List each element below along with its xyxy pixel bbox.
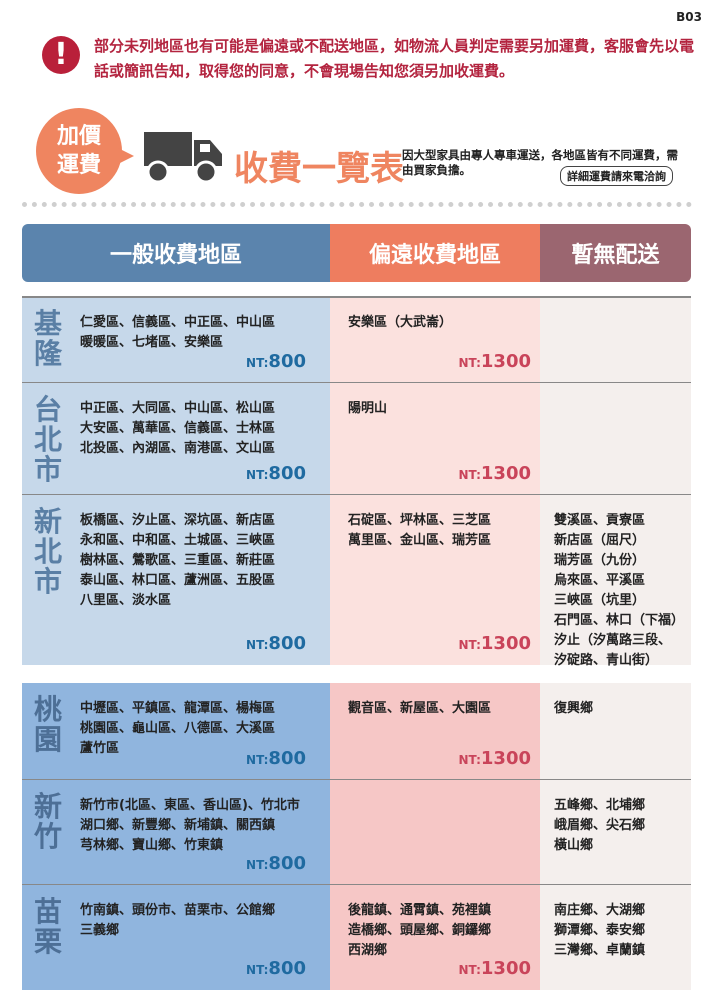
price-prefix: NT: xyxy=(246,963,269,977)
region-label: 桃園 xyxy=(33,693,62,756)
general-cell-bg xyxy=(22,383,330,495)
contact-note: 詳細運費請來電洽詢 xyxy=(560,166,673,186)
badge-line-1: 加價 xyxy=(56,124,101,149)
price-prefix: NT: xyxy=(458,753,481,767)
price-value: 800 xyxy=(268,463,306,484)
section-divider xyxy=(22,296,691,298)
no-delivery-cell-bg xyxy=(540,495,691,665)
general-price: NT:800 xyxy=(246,748,306,769)
remote-price: NT:1300 xyxy=(459,633,531,654)
remote-price: NT:1300 xyxy=(459,351,531,372)
remote-cell-bg xyxy=(330,383,540,495)
remote-areas: 觀音區、新屋區、大園區 xyxy=(348,701,492,716)
region-label: 新北市 xyxy=(33,505,62,598)
general-areas: 竹南鎮、頭份市、苗栗市、公館鄉 三義鄉 xyxy=(80,903,276,938)
price-value: 1300 xyxy=(480,958,531,979)
page-code: B03 xyxy=(676,10,702,24)
general-areas: 中壢區、平鎮區、龍潭區、楊梅區 桃園區、龜山區、八德區、大溪區 蘆竹區 xyxy=(80,701,276,756)
none-areas: 五峰鄉、北埔鄉 峨眉鄉、尖石鄉 橫山鄉 xyxy=(554,798,646,853)
notice-text: 部分未列地區也有可能是偏遠或不配送地區，如物流人員判定需要另加運費，客服會先以電… xyxy=(94,37,695,80)
general-price: NT:800 xyxy=(246,463,306,484)
none-areas: 雙溪區、貢寮區 新店區（屈尺） 瑞芳區（九份） 烏來區、平溪區 三峽區（坑里） … xyxy=(554,513,685,668)
price-value: 800 xyxy=(268,958,306,979)
price-value: 800 xyxy=(268,748,306,769)
general-price: NT:800 xyxy=(246,853,306,874)
price-value: 800 xyxy=(268,351,306,372)
region-label: 苗栗 xyxy=(33,895,62,958)
header-no-delivery: 暫無配送 xyxy=(540,224,691,282)
remote-cell-bg xyxy=(330,780,540,885)
remote-areas: 石碇區、坪林區、三芝區 萬里區、金山區、瑞芳區 xyxy=(348,513,492,548)
general-cell-bg xyxy=(22,780,330,885)
general-price: NT:800 xyxy=(246,958,306,979)
remote-cell-bg xyxy=(330,885,540,990)
price-prefix: NT: xyxy=(458,356,481,370)
exclamation-icon: ! xyxy=(42,36,80,74)
price-prefix: NT: xyxy=(246,753,269,767)
dotted-divider xyxy=(22,202,692,207)
price-value: 800 xyxy=(268,853,306,874)
price-prefix: NT: xyxy=(458,468,481,482)
no-delivery-cell-bg xyxy=(540,885,691,990)
region-label: 台北市 xyxy=(33,393,62,486)
remote-cell-bg xyxy=(330,495,540,665)
general-price: NT:800 xyxy=(246,633,306,654)
price-value: 1300 xyxy=(480,351,531,372)
header-remote: 偏遠收費地區 xyxy=(330,224,540,282)
general-cell-bg xyxy=(22,297,330,383)
remote-cell-bg xyxy=(330,297,540,383)
no-delivery-cell-bg xyxy=(540,297,691,383)
general-price: NT:800 xyxy=(246,351,306,372)
general-areas: 板橋區、汐止區、深坑區、新店區 永和區、中和區、土城區、三峽區 樹林區、鶯歌區、… xyxy=(80,513,276,608)
remote-cell-bg xyxy=(330,683,540,780)
price-prefix: NT: xyxy=(458,963,481,977)
price-value: 1300 xyxy=(480,748,531,769)
none-areas: 復興鄉 xyxy=(554,701,594,716)
general-cell-bg xyxy=(22,495,330,665)
price-value: 1300 xyxy=(480,633,531,654)
price-value: 1300 xyxy=(480,463,531,484)
price-value: 800 xyxy=(268,633,306,654)
remote-areas: 後龍鎮、通霄鎮、苑裡鎮 造橋鄉、頭屋鄉、銅鑼鄉 西湖鄉 xyxy=(348,903,492,958)
remote-areas: 陽明山 xyxy=(348,401,388,416)
price-prefix: NT: xyxy=(246,858,269,872)
general-areas: 仁愛區、信義區、中正區、中山區 暖暖區、七堵區、安樂區 xyxy=(80,315,276,350)
general-cell-bg xyxy=(22,885,330,990)
region-label: 新竹 xyxy=(33,790,62,853)
surcharge-badge: 加價 運費 xyxy=(36,108,134,194)
no-delivery-cell-bg xyxy=(540,683,691,780)
general-cell-bg xyxy=(22,683,330,780)
remote-price: NT:1300 xyxy=(459,748,531,769)
badge-line-2: 運費 xyxy=(56,153,101,178)
page-title: 收費一覽表 xyxy=(234,149,404,189)
remote-price: NT:1300 xyxy=(459,463,531,484)
region-label: 基隆 xyxy=(33,307,62,370)
no-delivery-cell-bg xyxy=(540,383,691,495)
none-areas: 南庄鄉、大湖鄉 獅潭鄉、泰安鄉 三灣鄉、卓蘭鎮 xyxy=(554,903,646,958)
truck-icon xyxy=(144,132,222,184)
price-prefix: NT: xyxy=(246,468,269,482)
price-prefix: NT: xyxy=(246,356,269,370)
remote-price: NT:1300 xyxy=(459,958,531,979)
price-prefix: NT: xyxy=(458,638,481,652)
no-delivery-cell-bg xyxy=(540,780,691,885)
remote-areas: 安樂區（大武崙） xyxy=(348,315,453,330)
header-general: 一般收費地區 xyxy=(22,224,330,282)
general-areas: 新竹市(北區、東區、香山區)、竹北市 湖口鄉、新豐鄉、新埔鎮、關西鎮 芎林鄉、寶… xyxy=(80,798,300,853)
banner-description: 因大型家具由專人專車運送，各地區皆有不同運費，需由買家負擔。 xyxy=(402,148,678,177)
general-areas: 中正區、大同區、中山區、松山區 大安區、萬華區、信義區、士林區 北投區、內湖區、… xyxy=(80,401,276,456)
price-prefix: NT: xyxy=(246,638,269,652)
